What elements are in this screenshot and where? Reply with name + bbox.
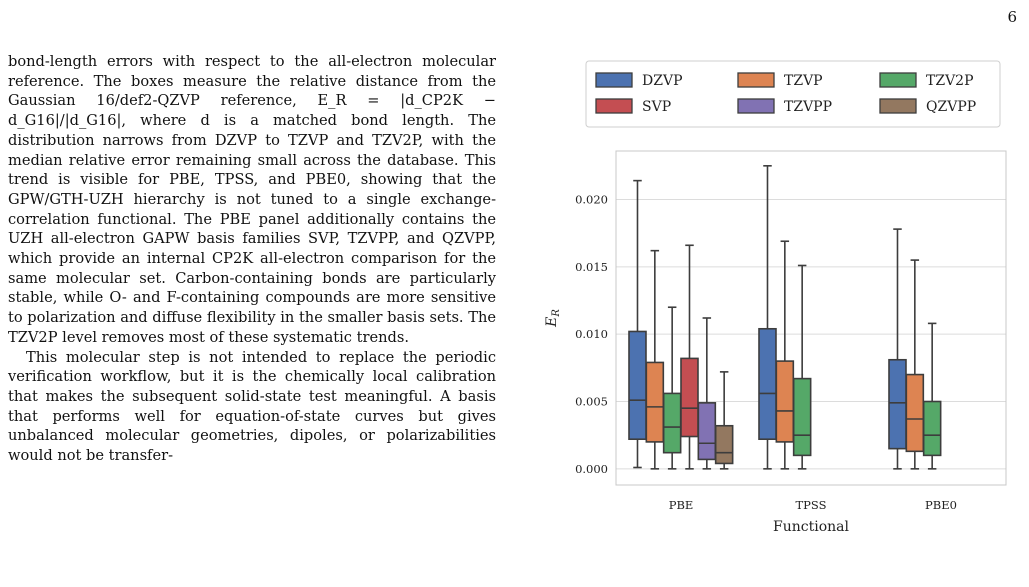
x-tick-label: TPSS bbox=[796, 498, 827, 512]
legend-swatch-tzvp bbox=[737, 72, 775, 88]
box-tzv2p bbox=[922, 400, 942, 457]
legend-label: TZV2P bbox=[926, 73, 974, 89]
box-tzvp bbox=[905, 373, 925, 453]
x-axis-label: Functional bbox=[773, 519, 849, 535]
box-tzvp bbox=[645, 361, 665, 443]
page-number: 6 bbox=[1007, 8, 1017, 26]
box-plot-chart: 0.000 0.005 0.010 0.015 0.020 PBE TPSS PBE0 Func… bbox=[544, 60, 1007, 535]
box-plot-figure: 0.000 0.005 0.010 0.015 0.020 PBE TPSS PBE0 Func… bbox=[540, 55, 1029, 555]
legend-label: TZVPP bbox=[784, 99, 832, 115]
legend-swatch-qzvpp bbox=[879, 98, 917, 114]
legend-swatch-tzvpp bbox=[737, 98, 775, 114]
legend-box bbox=[585, 60, 1001, 128]
box-dzvp bbox=[628, 330, 647, 441]
body-text-column: bond-length errors with respect to the a… bbox=[8, 52, 496, 466]
legend-swatch-dzvp bbox=[595, 72, 633, 88]
legend-swatch-svp bbox=[595, 98, 633, 114]
box-qzvpp bbox=[714, 424, 734, 465]
legend-label: TZVP bbox=[784, 73, 823, 89]
y-tick-label: 0.000 bbox=[575, 462, 608, 476]
plot-frame bbox=[615, 150, 1007, 486]
paragraph: This molecular step is not intended to r… bbox=[8, 348, 496, 465]
y-tick-label: 0.020 bbox=[575, 192, 608, 206]
box-dzvp bbox=[758, 327, 777, 441]
y-tick-label: 0.010 bbox=[575, 327, 608, 341]
legend-label: DZVP bbox=[642, 73, 682, 89]
box-tzv2p bbox=[662, 392, 682, 454]
y-tick-label: 0.005 bbox=[575, 395, 608, 409]
legend-swatch-tzv2p bbox=[879, 72, 917, 88]
paragraph: bond-length errors with respect to the a… bbox=[8, 53, 496, 346]
legend-label: SVP bbox=[642, 99, 671, 115]
x-tick-label: PBE0 bbox=[925, 498, 957, 512]
y-axis-label: ER bbox=[544, 309, 562, 328]
legend-label: QZVPP bbox=[926, 99, 976, 115]
y-tick-label: 0.015 bbox=[575, 260, 608, 274]
x-tick-label: PBE bbox=[669, 498, 694, 512]
box-tzvp bbox=[775, 360, 795, 443]
box-tzvpp bbox=[697, 402, 717, 461]
box-tzv2p bbox=[792, 377, 812, 457]
box-dzvp bbox=[888, 358, 907, 450]
box-svp bbox=[680, 357, 699, 438]
